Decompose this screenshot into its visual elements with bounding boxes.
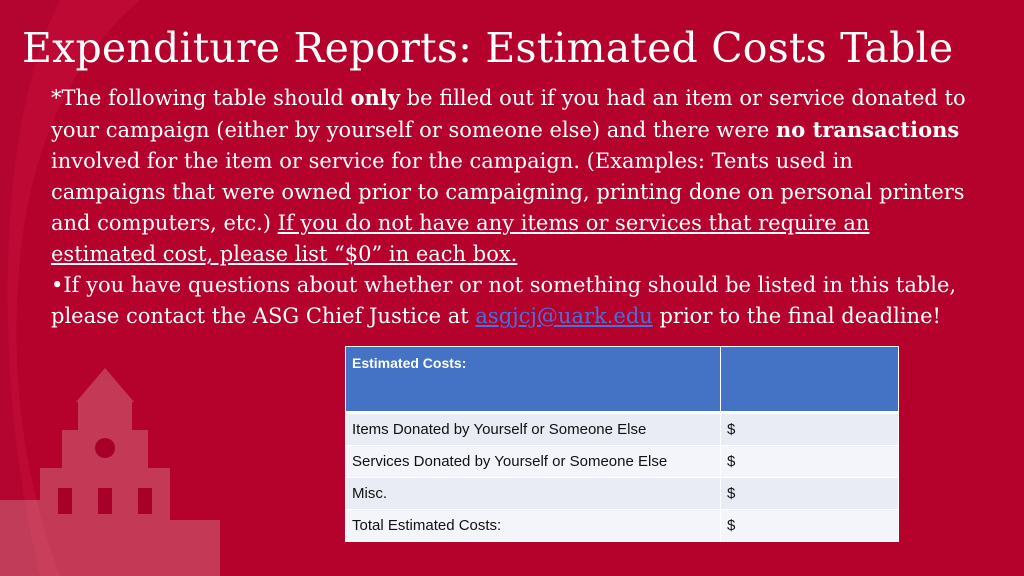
table-cell-amount[interactable]: $ — [720, 509, 899, 542]
table-cell-amount[interactable]: $ — [720, 411, 899, 446]
table-header-row: Estimated Costs: — [345, 346, 899, 413]
emphasis-only: only — [350, 85, 400, 110]
instruction-text: *The following table should — [51, 86, 351, 110]
table-cell-amount[interactable]: $ — [720, 445, 899, 478]
zero-instruction: If you do not have any items or services… — [51, 211, 870, 266]
building-watermark — [0, 368, 220, 576]
table-cell-label: Services Donated by Yourself or Someone … — [345, 445, 721, 478]
instruction-paragraph: *The following table should only be fill… — [51, 82, 971, 270]
contact-paragraph: •If you have questions about whether or … — [51, 270, 971, 332]
table-row: Items Donated by Yourself or Someone Els… — [345, 411, 899, 446]
page-title: Expenditure Reports: Estimated Costs Tab… — [22, 24, 954, 72]
instruction-text: involved for the item or service for the… — [51, 149, 965, 235]
instructions-text: *The following table should only be fill… — [51, 82, 971, 332]
contact-text: •If you have questions about whether or … — [51, 273, 957, 328]
table-row: Services Donated by Yourself or Someone … — [345, 445, 899, 478]
estimated-costs-table: Estimated Costs: Items Donated by Yourse… — [345, 346, 899, 542]
table-row: Total Estimated Costs: $ — [345, 509, 899, 542]
table-cell-amount[interactable]: $ — [720, 477, 899, 510]
table-cell-label: Total Estimated Costs: — [345, 509, 721, 542]
table-header-cell: Estimated Costs: — [345, 346, 721, 413]
table-cell-label: Misc. — [345, 477, 721, 510]
table-cell-label: Items Donated by Yourself or Someone Els… — [345, 411, 721, 446]
emphasis-no-transactions: no transactions — [775, 117, 960, 142]
table-header-cell — [720, 346, 899, 413]
contact-text: prior to the final deadline! — [652, 304, 941, 328]
email-link[interactable]: asgjcj@uark.edu — [475, 304, 653, 328]
instruction-text: be filled out if you had an item or serv… — [51, 86, 966, 142]
table-row: Misc. $ — [345, 477, 899, 510]
